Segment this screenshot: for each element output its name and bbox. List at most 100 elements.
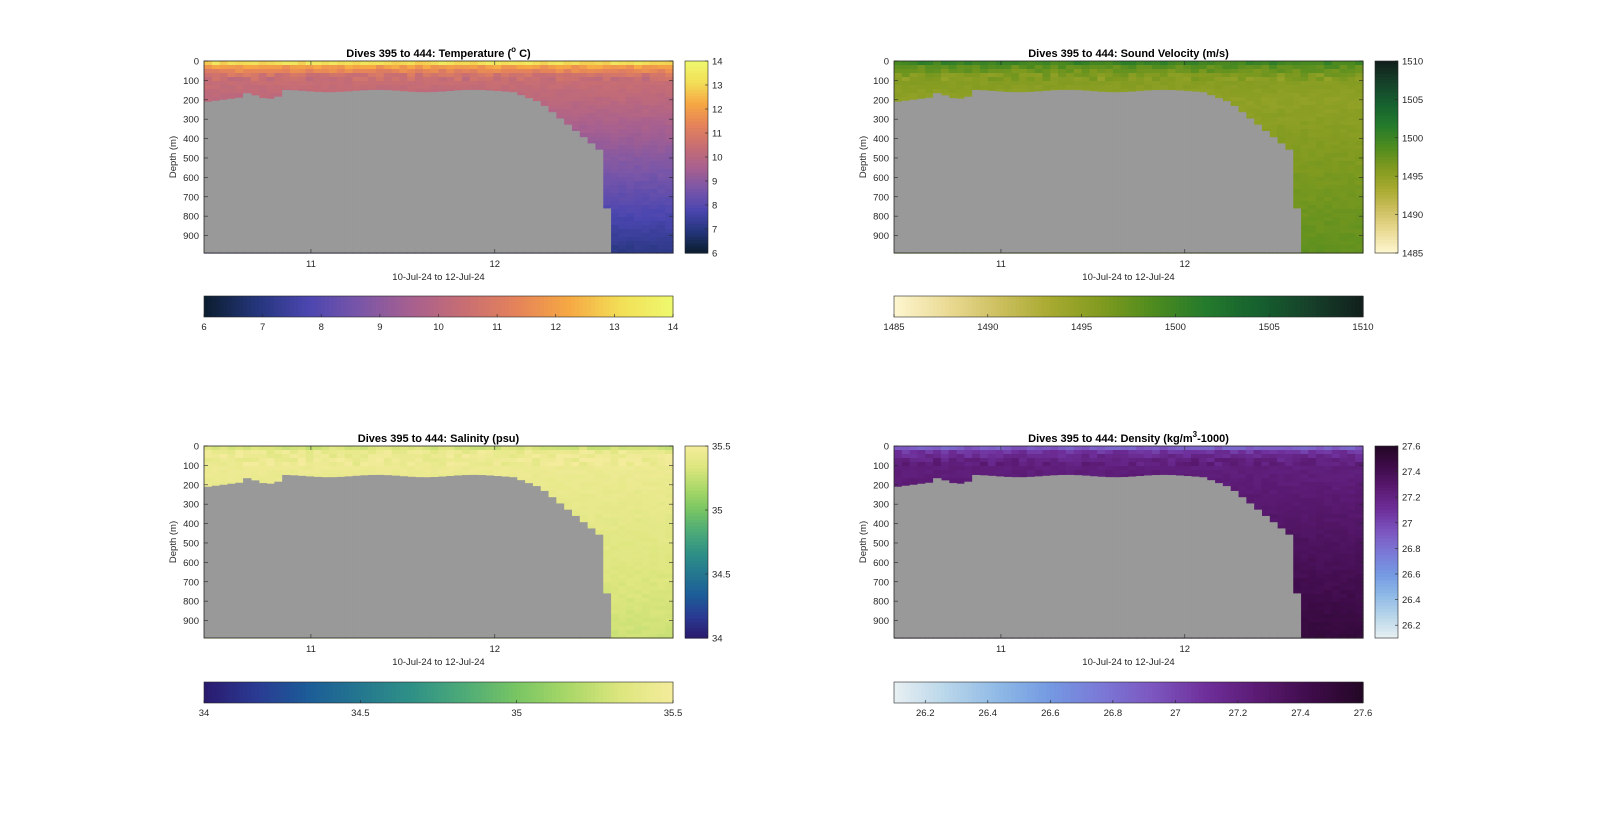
colorbar-segment (685, 249, 708, 254)
heatmap-cell (1058, 73, 1067, 78)
colorbar-segment (235, 296, 240, 317)
heatmap-cell (1144, 81, 1153, 86)
heatmap-cell (594, 77, 604, 82)
heatmap-cell (477, 69, 486, 74)
seafloor-bar (485, 90, 494, 254)
heatmap-cell (1128, 65, 1137, 70)
heatmap-cell (563, 69, 572, 74)
heatmap-cell (657, 225, 666, 230)
heatmap-cell (1097, 69, 1106, 74)
heatmap-cell (454, 65, 463, 70)
colorbar-segment (258, 296, 264, 317)
heatmap-cell (430, 65, 440, 70)
heatmap-cell (1042, 65, 1051, 70)
heatmap-cell (274, 89, 283, 94)
x-tick-label: 12 (489, 259, 500, 270)
heatmap-cell (563, 85, 572, 90)
heatmap-cell (211, 77, 221, 82)
colorbar-segment (305, 296, 311, 317)
heatmap-cell (641, 169, 651, 174)
heatmap-cell (626, 181, 635, 186)
heatmap-cell (321, 77, 330, 82)
heatmap-cell (909, 81, 919, 86)
heatmap-cell (626, 201, 635, 206)
colorbar-segment (399, 296, 404, 317)
heatmap-cell (571, 121, 580, 126)
heatmap-cell (204, 81, 213, 86)
seafloor-bar (501, 91, 510, 253)
heatmap-cell (626, 177, 635, 182)
heatmap-cell (602, 137, 612, 142)
heatmap-cell (626, 125, 635, 130)
heatmap-cell (360, 61, 369, 66)
heatmap-cell (360, 73, 369, 78)
colorbar-segment (685, 211, 708, 216)
heatmap-cell (618, 89, 627, 94)
heatmap-cell (485, 73, 494, 78)
heatmap-cell (649, 113, 658, 118)
heatmap-cell (336, 77, 346, 82)
heatmap-cell (266, 81, 275, 86)
heatmap-cell (987, 73, 997, 78)
heatmap-cell (1073, 85, 1083, 90)
heatmap-cell (610, 73, 619, 78)
heatmap-cell (1151, 81, 1161, 86)
heatmap-cell (219, 85, 229, 90)
colorbar-segment (368, 296, 373, 317)
heatmap-cell (995, 69, 1005, 74)
colorbar-tick-label: 9 (712, 177, 717, 188)
heatmap-cell (633, 113, 643, 118)
heatmap-cell (313, 89, 322, 94)
seafloor-bar (321, 92, 330, 253)
heatmap-cell (641, 97, 651, 102)
heatmap-cell (555, 93, 565, 98)
heatmap-cell (626, 93, 635, 98)
heatmap-cell (987, 77, 997, 82)
heatmap-cell (211, 81, 221, 86)
heatmap-cell (610, 233, 619, 238)
heatmap-cell (657, 161, 666, 166)
heatmap-cell (1128, 73, 1137, 78)
heatmap-cell (626, 145, 635, 150)
heatmap-cell (657, 209, 666, 214)
heatmap-cell (610, 189, 619, 194)
heatmap-cell (618, 201, 627, 206)
heatmap-cell (1065, 65, 1075, 70)
heatmap-cell (602, 81, 612, 86)
heatmap-cell (618, 229, 627, 234)
heatmap-cell (1058, 61, 1067, 66)
heatmap-cell (227, 89, 236, 94)
heatmap-cell (1065, 77, 1075, 82)
heatmap-cell (407, 89, 416, 94)
colorbar-segment (274, 296, 279, 317)
colorbar-segment (383, 296, 389, 317)
heatmap-cell (633, 209, 643, 214)
heatmap-cell (964, 61, 973, 66)
heatmap-cell (649, 193, 658, 198)
colorbar-tick-label: 7 (712, 225, 717, 236)
heatmap-cell (438, 73, 447, 78)
heatmap-cell (633, 189, 643, 194)
heatmap-cell (1073, 69, 1083, 74)
heatmap-cell (1003, 81, 1012, 86)
heatmap-cell (665, 185, 674, 190)
heatmap-cell (579, 97, 588, 102)
colorbar-segment (243, 296, 248, 317)
heatmap-cell (665, 241, 674, 246)
heatmap-cell (532, 65, 541, 70)
heatmap-cell (329, 73, 338, 78)
colorbar-tick-label: 11 (492, 322, 502, 333)
heatmap-cell (594, 141, 604, 146)
heatmap-cell (485, 65, 494, 70)
colorbar-segment (204, 296, 209, 317)
colorbar-segment (685, 125, 708, 129)
heatmap-cell (383, 77, 393, 82)
colorbar-segment (508, 296, 514, 317)
heatmap-cell (211, 97, 221, 102)
heatmap-cell (979, 85, 989, 90)
heatmap-cell (579, 121, 588, 126)
heatmap-cell (987, 69, 997, 74)
heatmap-cell (602, 181, 612, 186)
heatmap-cell (641, 213, 651, 218)
heatmap-cell (894, 65, 903, 70)
